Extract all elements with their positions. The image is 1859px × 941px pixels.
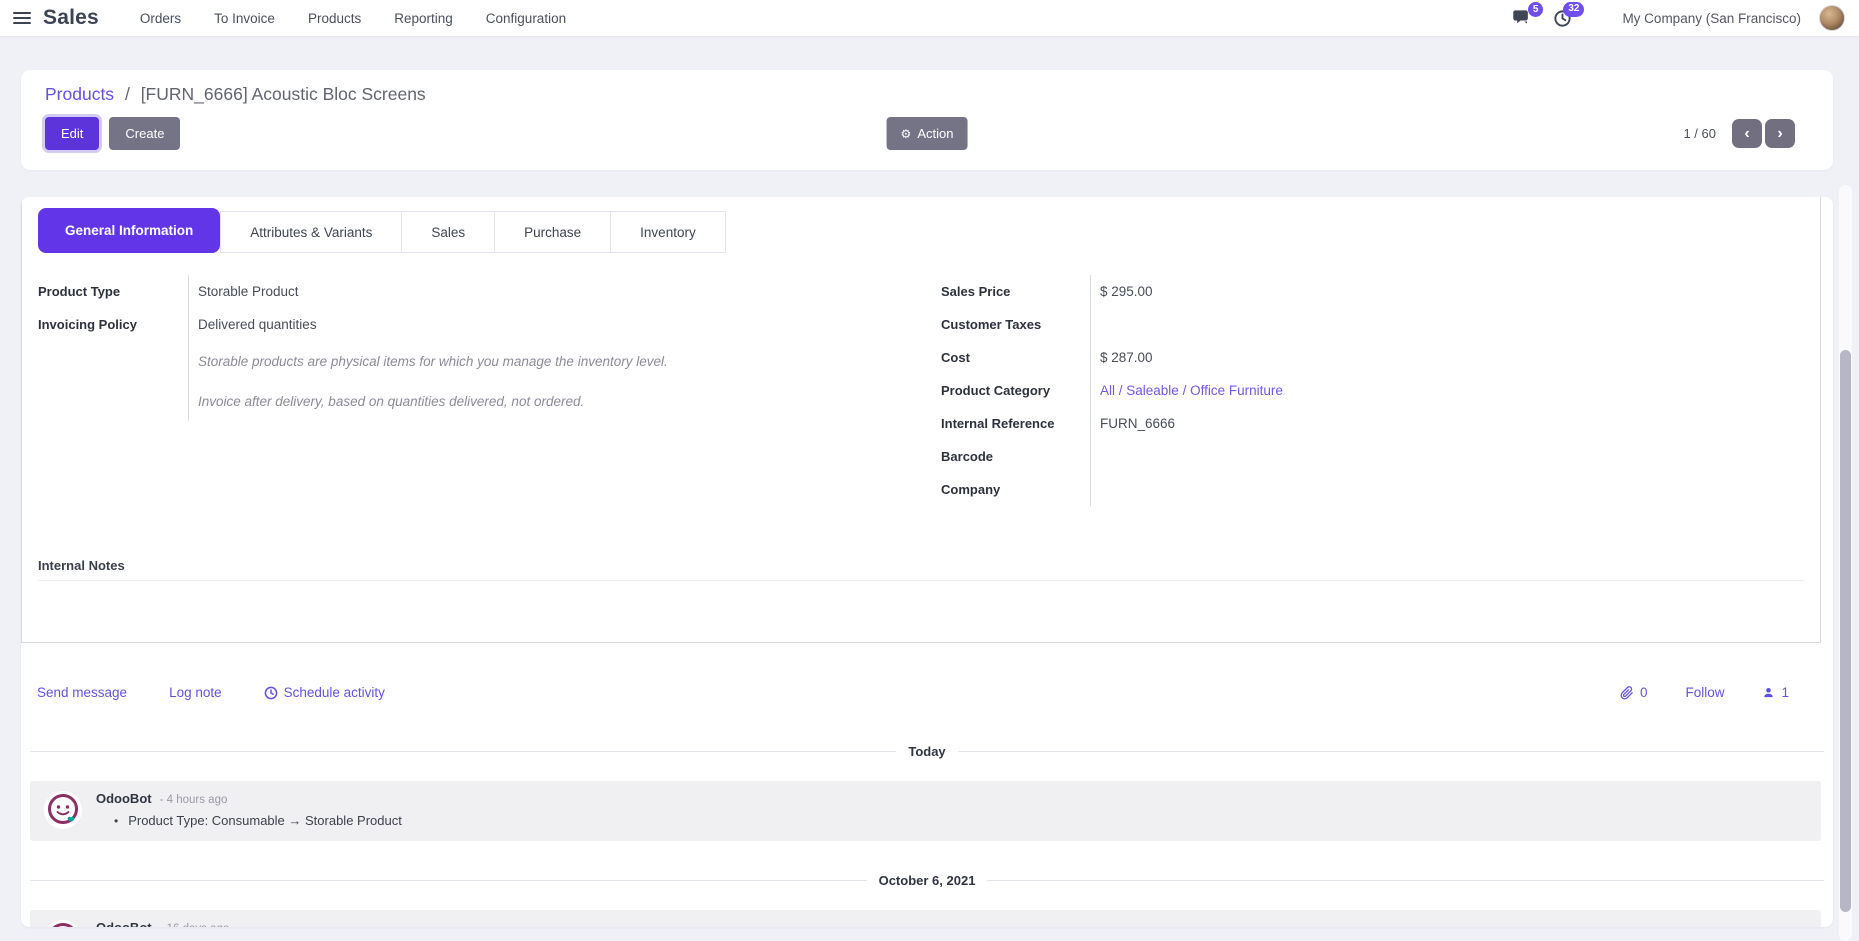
field-customer-taxes: Customer Taxes [941,308,1804,341]
send-message-button[interactable]: Send message [37,685,128,700]
control-panel: Products / [FURN_6666] Acoustic Bloc Scr… [21,70,1833,170]
field-label: Barcode [941,449,994,464]
field-value: Delivered quantities [188,308,889,341]
form-right-column: Sales Price $ 295.00 Customer Taxes Cost… [941,275,1804,506]
field-product-category: Product Category All / Saleable / Office… [941,374,1804,407]
field-label: Sales Price [941,284,1011,299]
product-sheet: General Information Attributes & Variant… [21,197,1821,643]
user-avatar[interactable] [1819,5,1845,31]
field-value: $ 287.00 [1090,341,1804,374]
person-icon [1762,686,1775,699]
log-note-button[interactable]: Log note [169,685,222,700]
tab-sales[interactable]: Sales [402,211,496,253]
followers-count: 1 [1781,685,1789,700]
field-internal-reference: Internal Reference FURN_6666 [941,407,1804,440]
message-timestamp: - 16 days ago [160,923,230,927]
odoobot-avatar [44,920,82,927]
field-label: Company [941,482,1001,497]
action-button-label: Action [917,126,954,141]
field-label: Product Category [941,383,1051,398]
attachments-button[interactable]: 0 [1620,685,1648,700]
field-company: Company [941,473,1804,506]
message-author: OdooBot [96,791,152,806]
menu-orders[interactable]: Orders [139,10,182,26]
internal-notes-section: Internal Notes [38,558,1804,581]
vertical-scrollbar-thumb[interactable] [1840,350,1851,912]
activities-badge: 32 [1563,1,1585,17]
field-invoicing-policy: Invoicing Policy Delivered quantities [38,308,889,341]
field-product-type: Product Type Storable Product [38,275,889,308]
odoobot-avatar [44,791,82,829]
schedule-activity-button[interactable]: Schedule activity [264,685,385,700]
bullet-icon: • [114,813,119,828]
chevron-right-icon: › [1777,124,1783,142]
invoicing-policy-help-text: Invoice after delivery, based on quantit… [38,381,889,421]
attachments-count: 0 [1639,685,1648,700]
field-value [1090,473,1804,506]
date-divider-october: October 6, 2021 [21,873,1833,888]
field-value [1090,308,1804,341]
field-sales-price: Sales Price $ 295.00 [941,275,1804,308]
product-category-link[interactable]: All / Saleable / Office Furniture [1100,383,1283,398]
field-value [1090,440,1804,473]
product-type-help-text: Storable products are physical items for… [38,341,889,381]
breadcrumb-products-link[interactable]: Products [45,84,115,104]
tab-purchase[interactable]: Purchase [495,211,612,253]
message-author: OdooBot [96,920,152,927]
main-menu: Orders To Invoice Products Reporting Con… [140,11,566,26]
notebook-tabs: General Information Attributes & Variant… [38,208,1804,253]
top-navbar: Sales Orders To Invoice Products Reporti… [0,0,1859,36]
tab-inventory[interactable]: Inventory [611,211,726,253]
create-button[interactable]: Create [109,117,181,150]
gear-icon: ⚙ [900,126,912,141]
breadcrumb: Products / [FURN_6666] Acoustic Bloc Scr… [45,84,1809,105]
menu-configuration[interactable]: Configuration [485,10,567,26]
pager-counter: 1 / 60 [1683,126,1716,141]
field-label: Invoicing Policy [38,317,137,332]
follow-button[interactable]: Follow [1685,685,1725,700]
menu-to-invoice[interactable]: To Invoice [214,10,275,26]
clock-icon [264,686,278,700]
chatter-toolbar: Send message Log note Schedule activity … [21,685,1833,700]
breadcrumb-current: [FURN_6666] Acoustic Bloc Screens [140,84,426,104]
message-body: Product Type: Consumable → Storable Prod… [128,813,402,828]
vertical-scrollbar-track[interactable] [1839,185,1852,941]
field-label: Cost [941,350,970,365]
menu-reporting[interactable]: Reporting [394,10,453,26]
field-label: Internal Reference [941,416,1055,431]
pager-next-button[interactable]: › [1765,119,1795,148]
field-value: FURN_6666 [1090,407,1804,440]
chevron-left-icon: ‹ [1744,124,1750,142]
form-view: General Information Attributes & Variant… [21,197,1833,927]
field-label: Customer Taxes [941,317,1042,332]
hamburger-menu-icon[interactable] [13,9,31,27]
paperclip-icon [1620,685,1634,700]
message-item: OdooBot - 16 days ago Product Template c… [30,910,1821,927]
date-divider-today: Today [21,744,1833,759]
pager-previous-button[interactable]: ‹ [1732,119,1762,148]
field-cost: Cost $ 287.00 [941,341,1804,374]
company-switcher[interactable]: My Company (San Francisco) [1622,10,1801,26]
followers-button[interactable]: 1 [1762,685,1789,700]
activities-clock-icon[interactable]: 32 [1553,1,1585,28]
field-label: Product Type [38,284,121,299]
internal-notes-divider [38,580,1804,581]
form-left-column: Product Type Storable Product Invoicing … [38,275,889,506]
breadcrumb-separator: / [124,84,130,104]
menu-products[interactable]: Products [307,10,362,26]
app-name[interactable]: Sales [43,6,99,29]
messages-badge: 5 [1527,2,1544,17]
action-button[interactable]: ⚙ Action [886,117,968,150]
message-item: OdooBot - 4 hours ago • Product Type: Co… [30,781,1821,841]
tab-attributes-variants[interactable]: Attributes & Variants [220,211,403,253]
field-value: $ 295.00 [1090,275,1804,308]
field-value: Storable Product [188,275,889,308]
internal-notes-label: Internal Notes [38,558,125,573]
message-timestamp: - 4 hours ago [159,794,228,806]
messages-icon[interactable]: 5 [1512,2,1544,27]
tab-general-information[interactable]: General Information [38,208,221,253]
field-barcode: Barcode [941,440,1804,473]
edit-button[interactable]: Edit [45,117,100,150]
